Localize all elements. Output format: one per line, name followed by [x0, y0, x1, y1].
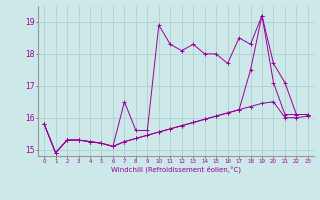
X-axis label: Windchill (Refroidissement éolien,°C): Windchill (Refroidissement éolien,°C) [111, 166, 241, 173]
